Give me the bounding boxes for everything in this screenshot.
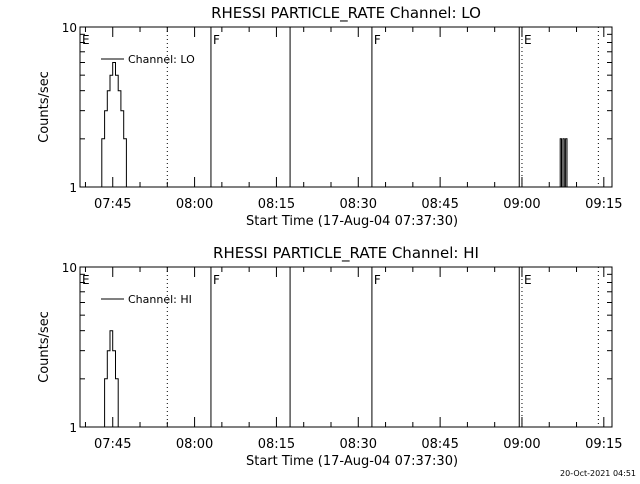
x-axis-label: Start Time (17-Aug-04 07:37:30): [246, 454, 458, 469]
x-tick-label: 08:30: [340, 437, 377, 452]
y-tick-label: 10: [62, 21, 77, 35]
x-tick-label: 08:45: [421, 197, 458, 212]
chart-panel-1: RHESSI PARTICLE_RATE Channel: LO Counts/s…: [37, 4, 623, 229]
event-marker-label: F: [213, 273, 220, 287]
series-line-1: [104, 330, 119, 427]
footer-timestamp: 20-Oct-2021 04:51: [560, 469, 636, 478]
chart-title: RHESSI PARTICLE_RATE Channel: LO: [211, 4, 481, 23]
x-tick-label: 08:00: [176, 437, 213, 452]
y-tick-label: 1: [69, 181, 77, 195]
series-line-1: [79, 62, 569, 188]
plot-frame: [79, 266, 613, 428]
x-tick-label: 08:45: [421, 437, 458, 452]
event-marker-label: E: [82, 273, 90, 287]
event-marker-label: F: [213, 33, 220, 47]
x-axis-label: Start Time (17-Aug-04 07:37:30): [246, 214, 458, 229]
y-tick-label: 10: [62, 261, 77, 275]
x-tick-label: 07:45: [94, 437, 131, 452]
event-marker-label: F: [374, 273, 381, 287]
chart-panel-2: RHESSI PARTICLE_RATE Channel: HI Counts/s…: [37, 244, 623, 469]
y-axis-label: Counts/sec: [37, 311, 52, 383]
event-marker-label: F: [374, 33, 381, 47]
y-axis-label: Counts/sec: [37, 71, 52, 143]
y-tick-label: 1: [69, 421, 77, 435]
event-marker-label: E: [524, 33, 532, 47]
x-tick-label: 08:00: [176, 197, 213, 212]
x-tick-label: 09:15: [585, 437, 622, 452]
plot-frame: [79, 26, 613, 188]
legend-entry: Channel: HI: [128, 293, 192, 306]
x-tick-label: 09:15: [585, 197, 622, 212]
x-tick-label: 08:15: [258, 437, 295, 452]
x-tick-label: 09:00: [503, 437, 540, 452]
event-marker-label: E: [524, 273, 532, 287]
x-tick-label: 08:30: [340, 197, 377, 212]
x-tick-label: 07:45: [94, 197, 131, 212]
x-tick-label: 08:15: [258, 197, 295, 212]
legend-entry: Channel: LO: [128, 53, 195, 66]
x-tick-label: 09:00: [503, 197, 540, 212]
chart-title: RHESSI PARTICLE_RATE Channel: HI: [213, 244, 479, 263]
event-marker-label: E: [82, 33, 90, 47]
